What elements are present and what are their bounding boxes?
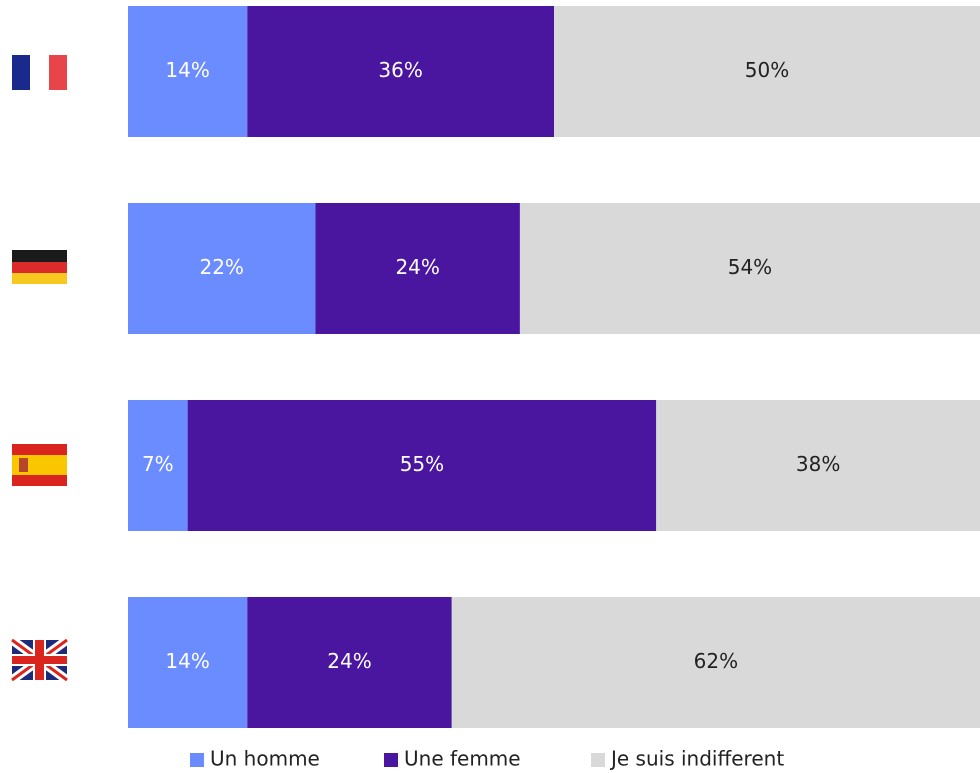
flag-uk bbox=[9, 636, 70, 684]
value-label: 22% bbox=[199, 255, 243, 279]
flag-germany bbox=[12, 250, 67, 284]
bar-segment bbox=[247, 6, 554, 137]
bar-segment bbox=[554, 6, 980, 137]
bar-segment bbox=[128, 6, 248, 137]
bar-segment bbox=[519, 203, 980, 334]
value-label: 50% bbox=[745, 58, 789, 82]
legend-label: Une femme bbox=[404, 747, 521, 771]
bar-segment bbox=[187, 400, 657, 531]
legend-swatch bbox=[384, 753, 398, 767]
bar-segment bbox=[128, 400, 188, 531]
value-label: 54% bbox=[728, 255, 772, 279]
bar-segment bbox=[247, 597, 452, 728]
bar-segment bbox=[128, 597, 248, 728]
value-label: 24% bbox=[327, 649, 371, 673]
bar-segment bbox=[128, 203, 316, 334]
value-label: 14% bbox=[165, 58, 209, 82]
value-label: 24% bbox=[395, 255, 439, 279]
flag-spain bbox=[12, 444, 67, 486]
bar-segment bbox=[451, 597, 980, 728]
bar-segment bbox=[656, 400, 980, 531]
legend-label: Je suis indifferent bbox=[609, 747, 784, 771]
value-label: 62% bbox=[694, 649, 738, 673]
legend-swatch bbox=[591, 753, 605, 767]
legend-label: Un homme bbox=[210, 747, 320, 771]
value-label: 55% bbox=[400, 452, 444, 476]
bar-segment bbox=[315, 203, 520, 334]
value-label: 36% bbox=[378, 58, 422, 82]
value-label: 7% bbox=[142, 452, 174, 476]
legend-swatch bbox=[190, 753, 204, 767]
flag-france bbox=[12, 55, 67, 90]
value-label: 38% bbox=[796, 452, 840, 476]
value-label: 14% bbox=[165, 649, 209, 673]
